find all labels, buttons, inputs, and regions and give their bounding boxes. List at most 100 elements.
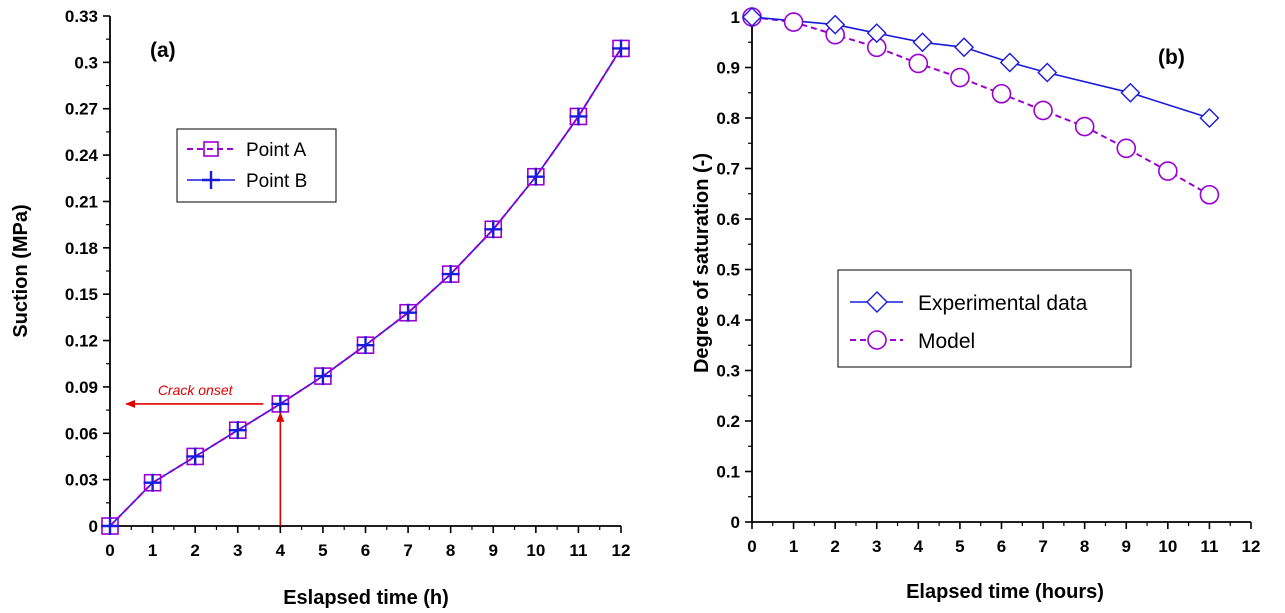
y-tick-label: 1	[731, 8, 740, 27]
y-tick-label: 0.4	[716, 311, 740, 330]
y-tick-label: 0.06	[65, 424, 98, 443]
experimental-marker	[1037, 62, 1058, 83]
chart-a-panel-label: (a)	[150, 39, 176, 62]
x-tick-label: 10	[526, 541, 545, 560]
y-tick-label: 0.24	[65, 146, 99, 165]
x-tick-label: 11	[1200, 537, 1218, 556]
chart-a-legend-box	[176, 128, 337, 203]
model-marker	[1116, 138, 1137, 159]
legend-point-a-marker	[203, 141, 219, 157]
x-tick-label: 4	[914, 537, 924, 556]
x-tick-label: 10	[1158, 537, 1177, 556]
y-tick-label: 0.3	[716, 362, 740, 381]
x-tick-label: 9	[489, 541, 498, 560]
legend-experimental-marker	[866, 291, 888, 313]
y-tick-label: 0.1	[716, 463, 740, 482]
x-tick-label: 0	[747, 537, 756, 556]
chart-b-x-ticks: 0 1 2 3 4 5 6 7 8 9 10 11 12	[747, 522, 1260, 556]
y-tick-label: 0.15	[65, 285, 98, 304]
crack-onset-label: Crack onset	[158, 382, 234, 398]
x-tick-label: 8	[1080, 537, 1089, 556]
x-tick-label: 6	[361, 541, 370, 560]
y-tick-label: 0.2	[716, 412, 740, 431]
legend-model-label: Model	[918, 330, 975, 353]
model-marker	[908, 53, 929, 74]
legend-point-b-label: Point B	[246, 171, 307, 192]
chart-b-xlabel: Elapsed time (hours)	[906, 581, 1104, 603]
y-tick-label: 0.27	[65, 100, 98, 119]
point-b-marker	[228, 421, 247, 440]
chart-b-ylabel: Degree of saturation (-)	[691, 153, 713, 373]
experimental-marker	[866, 23, 887, 44]
y-tick-label: 0.7	[716, 160, 740, 179]
chart-b-y-ticks: 0 0.1 0.2 0.3 0.4 0.5 0.6 0.7 0.8 0.9 1	[716, 8, 752, 532]
y-tick-label: 0.8	[716, 109, 740, 128]
point-b-marker	[399, 303, 418, 322]
x-tick-label: 2	[190, 541, 199, 560]
model-marker	[1199, 184, 1220, 205]
y-tick-label: 0.6	[716, 210, 740, 229]
y-tick-label: 0.03	[65, 471, 98, 490]
legend-point-b-marker	[202, 171, 220, 189]
y-tick-label: 0.5	[716, 261, 740, 280]
point-b-marker	[313, 367, 332, 386]
y-tick-label: 0.09	[65, 378, 98, 397]
x-tick-label: 8	[446, 541, 455, 560]
x-tick-label: 12	[612, 541, 631, 560]
y-tick-label: 0.33	[65, 7, 98, 26]
y-tick-label: 0	[89, 517, 98, 536]
model-marker	[1033, 100, 1053, 121]
x-tick-label: 0	[105, 541, 114, 560]
chart-a-series	[101, 39, 630, 535]
chart-a-y-ticks: 0 0.03 0.06 0.09 0.12 0.15 0.18 0.21 0.24 0.27 0.3…	[65, 7, 110, 536]
x-tick-label: 12	[1242, 537, 1261, 556]
point-b-marker	[101, 517, 119, 535]
point-b-marker	[612, 39, 630, 58]
y-tick-label: 0.21	[65, 192, 98, 211]
chart-b-series	[742, 7, 1220, 205]
x-tick-label: 2	[830, 537, 839, 556]
y-tick-label: 0.9	[716, 59, 740, 78]
chart-b-legend-box	[837, 269, 1132, 368]
series-experimental-line	[751, 16, 1210, 119]
x-tick-label: 3	[233, 541, 242, 560]
experimental-marker	[825, 14, 846, 35]
x-tick-label: 1	[148, 541, 157, 560]
legend-point-a-label: Point A	[246, 140, 307, 161]
chart-b-legend: Experimental data Model	[837, 269, 1132, 368]
x-tick-label: 7	[403, 541, 412, 560]
chart-a: 0 0.03 0.06 0.09 0.12 0.15 0.18 0.21 0.24 0.27 0.3…	[10, 7, 630, 609]
y-tick-label: 0.12	[65, 332, 98, 351]
model-marker	[783, 12, 804, 32]
chart-a-legend: Point A Point B	[176, 128, 337, 203]
model-marker	[950, 67, 970, 88]
x-tick-label: 7	[1038, 537, 1047, 556]
chart-b-panel-label: (b)	[1158, 46, 1185, 69]
x-tick-label: 4	[276, 541, 286, 560]
experimental-marker	[999, 52, 1020, 73]
model-marker	[1158, 161, 1178, 181]
experimental-marker	[742, 7, 762, 27]
point-b-marker	[271, 394, 290, 413]
point-b-marker	[356, 336, 375, 355]
model-marker	[991, 83, 1012, 104]
x-tick-label: 3	[872, 537, 881, 556]
experimental-marker	[1199, 108, 1220, 128]
x-tick-label: 5	[955, 537, 964, 556]
point-b-marker	[186, 447, 205, 466]
experimental-marker	[954, 37, 975, 58]
y-tick-label: 0	[731, 513, 740, 532]
chart-a-xlabel: Eslapsed time (h)	[283, 587, 449, 609]
point-b-marker	[526, 167, 545, 186]
point-b-marker	[441, 265, 460, 284]
x-tick-label: 9	[1122, 537, 1131, 556]
x-tick-label: 6	[997, 537, 1006, 556]
crack-onset-annotation: Crack onset	[125, 382, 285, 526]
experimental-marker	[1120, 82, 1141, 103]
chart-a-ylabel: Suction (MPa)	[10, 204, 32, 337]
y-tick-label: 0.3	[74, 53, 98, 72]
point-b-marker	[569, 107, 588, 126]
point-b-marker	[484, 220, 503, 239]
